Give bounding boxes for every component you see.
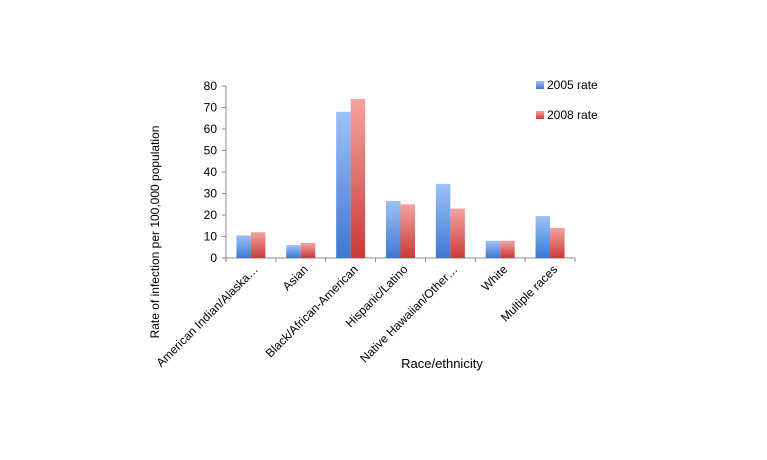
bar-2008-0 [250,232,266,258]
y-axis-label: Rate of infection per 100,000 population [148,126,162,339]
bar-2008-3 [400,204,415,258]
y-tick-label: 0 [210,251,217,265]
x-tick-label: Black/African-American [263,262,361,360]
bar-2008-5 [500,240,515,258]
y-tick-label: 70 [204,101,218,115]
y-tick-label: 20 [204,208,218,222]
bar-2005-5 [485,240,501,258]
bar-2005-0 [236,235,251,258]
y-tick-label: 30 [204,187,218,201]
legend-swatch-0 [536,81,544,89]
bar-2008-1 [300,242,316,258]
y-tick-label: 50 [204,144,218,158]
legend-label-0: 2005 rate [547,78,598,92]
bar-2008-2 [350,98,366,259]
x-tick-label: White [479,262,511,294]
legend-label-1: 2008 rate [547,108,598,122]
bar-2005-1 [286,245,301,258]
bar-2008-4 [450,208,465,258]
y-tick-label: 10 [204,230,218,244]
bar-2005-4 [435,183,451,258]
x-tick-label: Native Hawaiian/Other… [357,262,460,365]
y-tick-label: 40 [204,165,218,179]
bar-2008-6 [550,227,565,258]
x-tick-label: American Indian/Alaska… [154,262,262,370]
y-tick-label: 80 [204,79,218,93]
y-tick-label: 60 [204,122,218,136]
bar-2005-3 [386,201,401,258]
legend-swatch-1 [536,111,544,119]
bar-2005-2 [336,111,351,258]
x-axis-label: Race/ethnicity [401,356,483,371]
x-tick-label: Asian [280,262,311,293]
bar-2005-6 [535,216,551,258]
